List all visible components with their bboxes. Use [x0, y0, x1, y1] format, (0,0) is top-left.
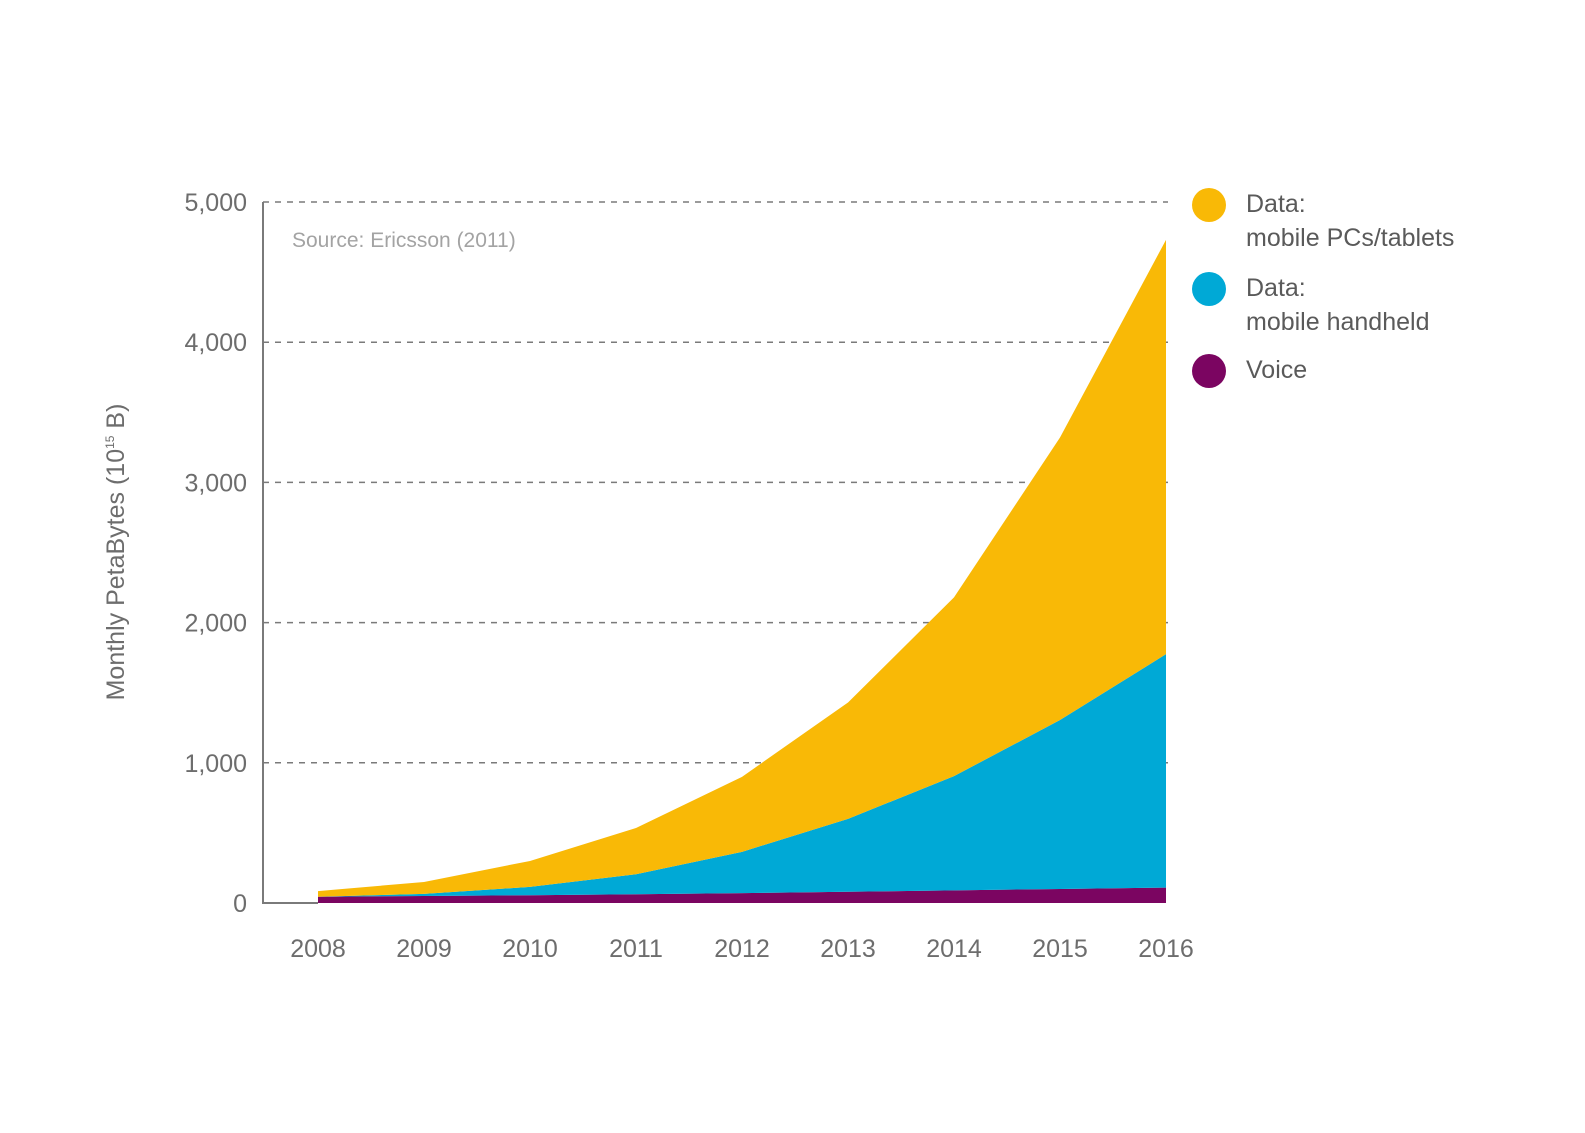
y-tick-label: 1,000	[184, 750, 247, 778]
legend-item: Voice	[1192, 354, 1307, 388]
y-tick-label: 3,000	[184, 469, 247, 497]
x-tick-label: 2011	[609, 935, 663, 963]
area-data-mobile-pcs-tablets	[318, 239, 1166, 897]
y-tick-label: 5,000	[184, 189, 247, 217]
legend-label-line2: mobile handheld	[1246, 308, 1429, 336]
x-tick-label: 2009	[396, 935, 452, 963]
source-annotation: Source: Ericsson (2011)	[292, 229, 516, 252]
x-tick-label: 2016	[1138, 935, 1194, 963]
legend-item: Data: mobile PCs/tablets	[1192, 188, 1454, 252]
x-tick-label: 2014	[926, 935, 982, 963]
legend-item: Data: mobile handheld	[1192, 272, 1429, 336]
y-tick-label: 2,000	[184, 610, 247, 638]
area-data-mobile-handheld	[318, 654, 1166, 897]
x-tick-label: 2015	[1032, 935, 1088, 963]
y-tick-label: 4,000	[184, 329, 247, 357]
y-tick-labels: 0 1,000 2,000 3,000 4,000 5,000	[184, 189, 247, 918]
legend: Data: mobile PCs/tablets Data: mobile handh…	[1192, 188, 1454, 388]
legend-swatch	[1192, 272, 1226, 306]
x-tick-label: 2013	[820, 935, 876, 963]
area-voice	[318, 887, 1166, 903]
y-axis-title-suffix: B)	[102, 404, 130, 436]
x-tick-label: 2012	[714, 935, 770, 963]
axes	[262, 202, 318, 904]
legend-label: Data:	[1246, 274, 1306, 302]
x-tick-labels: 2008 2009 2010 2011 2012 2013 2014 2015 2016	[290, 935, 1194, 963]
y-axis-title-superscript: 15	[103, 435, 117, 449]
y-axis-title: Monthly PetaBytes (1015 B)	[102, 404, 130, 701]
x-tick-label: 2010	[502, 935, 558, 963]
y-tick-label: 0	[233, 890, 247, 918]
x-tick-label: 2008	[290, 935, 346, 963]
legend-label-line2: mobile PCs/tablets	[1246, 224, 1454, 252]
legend-label: Data:	[1246, 190, 1306, 218]
stacked-areas	[318, 239, 1166, 903]
legend-swatch	[1192, 354, 1226, 388]
legend-swatch	[1192, 188, 1226, 222]
legend-label: Voice	[1246, 356, 1307, 384]
